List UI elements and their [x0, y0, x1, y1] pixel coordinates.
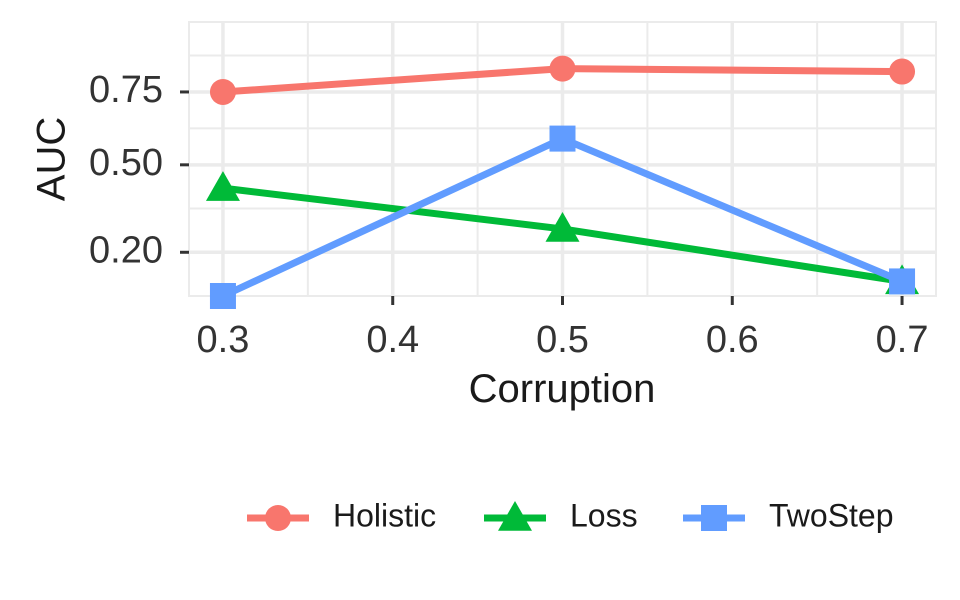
series-layer — [205, 55, 920, 309]
axes: 0.3 0.4 0.5 0.6 0.7 0.20 0.50 0.75 — [89, 69, 928, 361]
legend-label-holistic: Holistic — [333, 497, 436, 533]
legend-key-marker-twostep — [701, 505, 727, 531]
data-point-loss — [205, 171, 240, 201]
x-tick-label: 0.6 — [706, 319, 759, 361]
legend: Holistic Loss TwoStep — [247, 497, 894, 533]
data-point-twostep — [889, 268, 916, 295]
legend-label-twostep: TwoStep — [769, 497, 894, 533]
legend-key-marker-loss — [498, 501, 532, 531]
data-point-loss — [545, 211, 580, 242]
x-axis-title: Corruption — [469, 367, 656, 411]
y-tick-label: 0.75 — [89, 69, 163, 111]
y-tick-label: 0.50 — [89, 142, 163, 184]
data-point-twostep — [549, 125, 576, 152]
x-tick-label: 0.4 — [366, 319, 419, 361]
data-point-holistic — [889, 58, 916, 85]
data-point-holistic — [549, 55, 576, 82]
x-tick-label: 0.5 — [536, 319, 589, 361]
legend-item-twostep: TwoStep — [683, 497, 894, 533]
data-point-holistic — [209, 78, 236, 105]
data-point-twostep — [209, 283, 236, 309]
legend-label-loss: Loss — [570, 497, 638, 533]
legend-item-holistic: Holistic — [247, 497, 436, 533]
legend-key-marker-holistic — [265, 505, 291, 531]
x-tick-label: 0.7 — [876, 319, 929, 361]
y-tick-label: 0.20 — [89, 229, 163, 271]
x-tick-label: 0.3 — [197, 319, 250, 361]
legend-item-loss: Loss — [484, 497, 638, 533]
y-axis-title: AUC — [30, 117, 74, 201]
